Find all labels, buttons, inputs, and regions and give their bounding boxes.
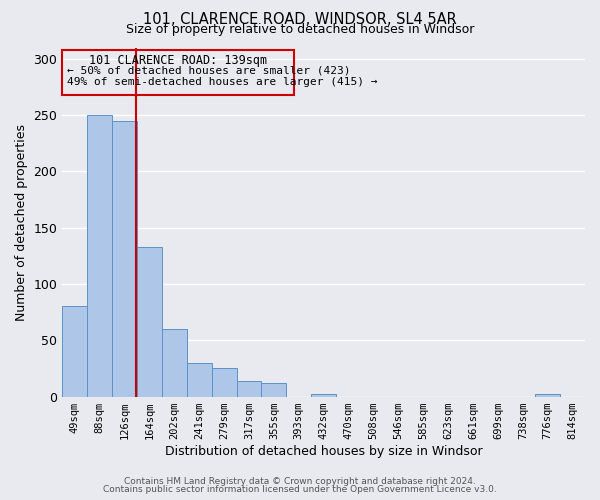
Text: Size of property relative to detached houses in Windsor: Size of property relative to detached ho… bbox=[126, 22, 474, 36]
Bar bbox=[236, 381, 262, 396]
Bar bbox=[187, 363, 212, 396]
X-axis label: Distribution of detached houses by size in Windsor: Distribution of detached houses by size … bbox=[165, 444, 482, 458]
Text: 101 CLARENCE ROAD: 139sqm: 101 CLARENCE ROAD: 139sqm bbox=[89, 54, 267, 68]
Bar bbox=[62, 306, 87, 396]
Bar bbox=[262, 383, 286, 396]
Text: ← 50% of detached houses are smaller (423): ← 50% of detached houses are smaller (42… bbox=[67, 66, 351, 76]
Text: 101, CLARENCE ROAD, WINDSOR, SL4 5AR: 101, CLARENCE ROAD, WINDSOR, SL4 5AR bbox=[143, 12, 457, 26]
Bar bbox=[62, 50, 294, 95]
Bar bbox=[311, 394, 336, 396]
Bar bbox=[535, 394, 560, 396]
Bar bbox=[87, 115, 112, 396]
Bar bbox=[137, 247, 162, 396]
Bar bbox=[112, 120, 137, 396]
Text: Contains HM Land Registry data © Crown copyright and database right 2024.: Contains HM Land Registry data © Crown c… bbox=[124, 477, 476, 486]
Text: 49% of semi-detached houses are larger (415) →: 49% of semi-detached houses are larger (… bbox=[67, 77, 378, 87]
Bar bbox=[162, 329, 187, 396]
Bar bbox=[212, 368, 236, 396]
Text: Contains public sector information licensed under the Open Government Licence v3: Contains public sector information licen… bbox=[103, 485, 497, 494]
Y-axis label: Number of detached properties: Number of detached properties bbox=[15, 124, 28, 320]
